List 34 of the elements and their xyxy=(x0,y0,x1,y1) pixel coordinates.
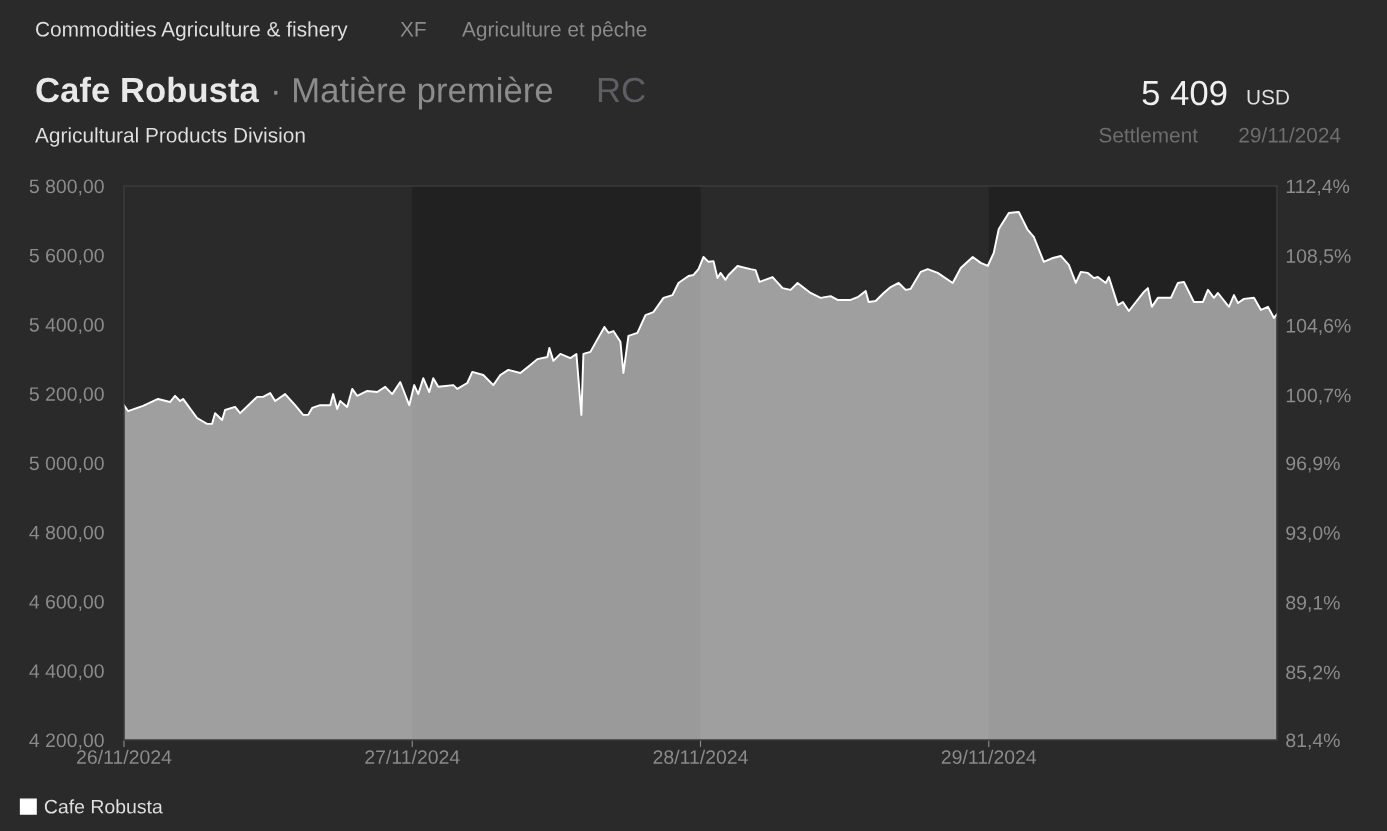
y-tick-label: 4 400,00 xyxy=(29,664,104,681)
text: Settlement xyxy=(1099,127,1198,143)
x-tick-label: 27/11/2024 xyxy=(365,749,460,764)
text: Agriculture et pêche xyxy=(462,21,647,41)
y2-tick-label: 96,9% xyxy=(1286,456,1340,473)
y-tick-label: 4 800,00 xyxy=(29,525,104,542)
text: USD xyxy=(1247,89,1289,105)
text: 5 409 xyxy=(1142,80,1227,106)
y-tick-label: 5 200,00 xyxy=(29,387,104,404)
y2-tick-label: 108,5% xyxy=(1286,249,1351,266)
y2-tick-label: 89,1% xyxy=(1286,595,1340,612)
text: Agricultural Products Division xyxy=(35,127,305,147)
y2-tick-label: 85,2% xyxy=(1286,665,1340,682)
y2-tick-label: 112,4% xyxy=(1286,179,1350,196)
y-tick-label: 5 400,00 xyxy=(29,317,104,335)
text: RC xyxy=(598,77,645,103)
y-tick-label: 5 600,00 xyxy=(29,248,104,265)
x-tick-label: 26/11/2024 xyxy=(77,749,172,764)
y2-tick-label: 100,7% xyxy=(1286,388,1351,405)
x-tick-label: 29/11/2024 xyxy=(941,749,1037,764)
y-tick-label: 5 800,00 xyxy=(29,179,104,196)
legend-label: Cafe Robusta xyxy=(44,799,163,814)
y-tick-label: 4 600,00 xyxy=(29,594,104,612)
y2-tick-label: 104,6% xyxy=(1286,318,1351,335)
x-tick-label: 28/11/2024 xyxy=(653,749,748,764)
text: XF xyxy=(400,22,426,37)
text: · Matière première xyxy=(274,76,553,110)
y2-tick-label: 81,4% xyxy=(1286,733,1340,750)
text: Commodities Agriculture & fishery xyxy=(36,21,348,41)
y-tick-label: 4 200,00 xyxy=(29,733,104,750)
chart-title: Cafe Robusta xyxy=(36,76,260,103)
y-tick-label: 5 000,00 xyxy=(29,456,104,473)
text: 29/11/2024 xyxy=(1239,127,1341,143)
y2-tick-label: 93,0% xyxy=(1286,526,1340,543)
